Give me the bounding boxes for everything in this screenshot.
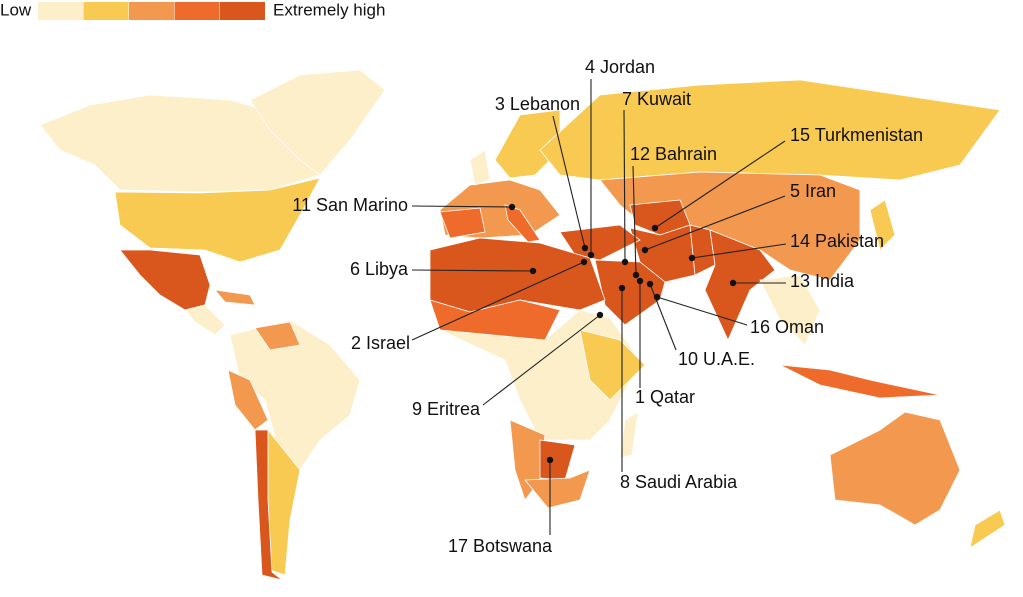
- japan-korea: [869, 199, 896, 251]
- country-label: 12 Bahrain: [630, 144, 717, 164]
- mexico: [119, 249, 211, 311]
- italy: [504, 204, 541, 243]
- venezuela: [254, 321, 301, 351]
- country-label: 13 India: [790, 271, 855, 291]
- country-dot: [546, 456, 554, 464]
- country-dot: [596, 311, 604, 319]
- country-dot: [621, 258, 629, 266]
- country-dot: [508, 203, 516, 211]
- country-dot: [618, 284, 626, 292]
- country-dot: [653, 293, 661, 301]
- country-label: 5 Iran: [790, 181, 836, 201]
- legend-swatches: [38, 2, 265, 20]
- spain: [439, 207, 486, 239]
- country-label: 3 Lebanon: [495, 94, 580, 114]
- new-zealand: [969, 509, 1006, 549]
- turkey-levant: [559, 224, 641, 261]
- country-dot: [587, 251, 595, 259]
- country-label: 1 Qatar: [635, 387, 695, 407]
- usa: [114, 177, 321, 263]
- country-dot: [646, 280, 654, 288]
- australia: [829, 411, 961, 526]
- country-label: 17 Botswana: [448, 536, 553, 556]
- greenland: [249, 69, 386, 176]
- country-dot: [580, 258, 588, 266]
- leader-line: [411, 205, 513, 208]
- country-label: 15 Turkmenistan: [790, 125, 923, 145]
- legend-swatch: [220, 2, 265, 20]
- leader-line: [654, 140, 786, 229]
- country-label: 14 Pakistan: [790, 231, 884, 251]
- peru: [227, 369, 269, 431]
- legend: Low Extremely high: [0, 0, 385, 20]
- leader-line: [482, 314, 601, 406]
- legend-swatch: [174, 2, 220, 20]
- country-label: 2 Israel: [351, 333, 410, 353]
- legend-low-label: Low: [0, 0, 32, 19]
- legend-swatch: [129, 2, 174, 20]
- indonesia: [779, 364, 941, 399]
- brazil: [229, 319, 361, 471]
- leader-line: [623, 109, 626, 263]
- russia: [539, 79, 1001, 181]
- south-africa: [524, 469, 591, 509]
- madagascar: [619, 411, 639, 459]
- country-dot: [729, 279, 737, 287]
- country-label: 10 U.A.E.: [678, 349, 755, 369]
- uk: [469, 149, 491, 186]
- leader-line: [411, 261, 585, 341]
- central-america: [184, 304, 226, 336]
- country-label: 16 Oman: [750, 317, 824, 337]
- country-label: 9 Eritrea: [412, 399, 481, 419]
- country-dot: [581, 244, 589, 252]
- country-dot: [651, 224, 659, 232]
- leader-line: [552, 115, 586, 249]
- leader-line: [411, 269, 534, 272]
- country-dot: [641, 246, 649, 254]
- country-label: 4 Jordan: [585, 57, 655, 77]
- country-dot: [636, 277, 644, 285]
- leader-line: [649, 283, 677, 351]
- legend-high-label: Extremely high: [273, 0, 385, 19]
- leader-line: [691, 243, 787, 259]
- map-land: [39, 69, 1006, 581]
- botswana: [539, 439, 576, 481]
- leader-line: [644, 195, 786, 251]
- caribbean: [214, 289, 256, 306]
- country-dot: [632, 271, 640, 279]
- legend-swatch: [38, 2, 83, 20]
- saudi-arabia: [594, 259, 666, 326]
- country-dot: [688, 254, 696, 262]
- country-label: 8 Saudi Arabia: [620, 472, 738, 492]
- chile: [254, 429, 283, 581]
- india: [704, 229, 776, 341]
- east-africa: [579, 329, 646, 401]
- country-label: 6 Libya: [350, 259, 409, 279]
- country-dot: [529, 267, 537, 275]
- leader-line: [656, 296, 748, 326]
- leader-line: [632, 165, 637, 276]
- country-label: 11 San Marino: [292, 195, 408, 215]
- southeast-asia: [759, 274, 821, 346]
- legend-swatch: [83, 2, 129, 20]
- country-label: 7 Kuwait: [622, 89, 691, 109]
